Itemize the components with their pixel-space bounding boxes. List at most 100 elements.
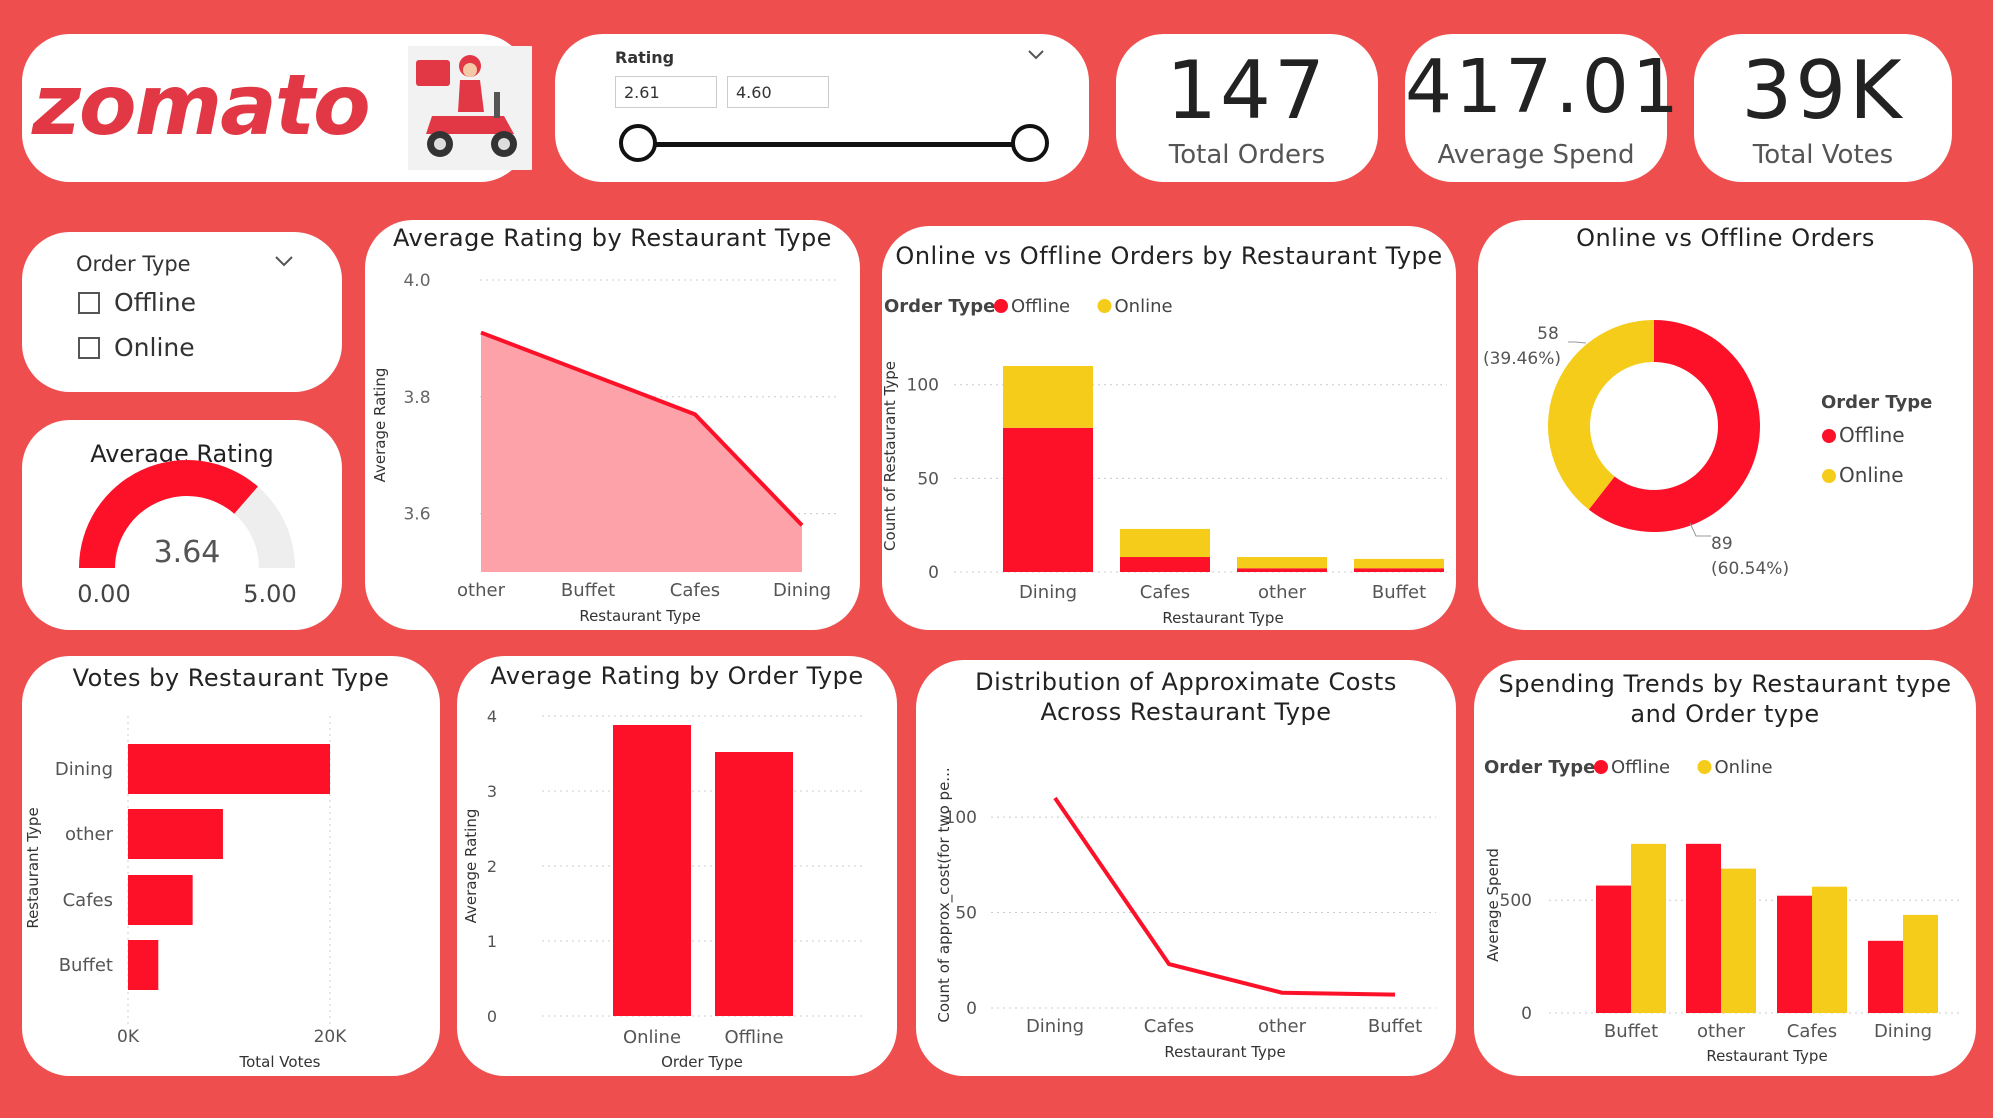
x-tick-label: Cafes bbox=[1140, 582, 1190, 603]
gauge-max-label: 5.00 bbox=[243, 580, 296, 608]
y-axis-title: Restaurant Type bbox=[24, 807, 42, 928]
rating-max-input[interactable]: 4.60 bbox=[727, 76, 829, 108]
y-tick-label: 50 bbox=[917, 469, 939, 489]
online-offline-by-type-card: Online vs Offline Orders by Restaurant T… bbox=[882, 226, 1456, 630]
bar-online bbox=[1354, 558, 1444, 569]
chart-title-line-1: Spending Trends by Restaurant type bbox=[1498, 670, 1952, 698]
legend-title: Order Type bbox=[1821, 392, 1932, 413]
average-rating-gauge-card: Average Rating 3.64 0.00 5.00 bbox=[22, 420, 342, 630]
online-offline-donut-card: Online vs Offline Orders 89 (60.54%) 58 (39… bbox=[1478, 220, 1973, 630]
votes-by-type-card: Votes by Restaurant Type Dining other Cafe… bbox=[22, 656, 440, 1076]
chart-title: Online vs Offline Orders by Restaurant T… bbox=[895, 242, 1443, 270]
kpi-total-votes: 39K Total Votes bbox=[1694, 34, 1952, 182]
y-tick-label: 4 bbox=[487, 707, 497, 726]
votes-by-type-chart: Dining other Cafes Buffet 0K 20K Total Votes Re… bbox=[24, 716, 347, 1071]
logo-card: zomato bbox=[22, 34, 532, 182]
legend-marker-offline bbox=[1594, 760, 1608, 774]
x-tick-label: 0K bbox=[117, 1027, 140, 1047]
x-axis-title: Restaurant Type bbox=[1706, 1047, 1827, 1065]
y-axis-title: Count of Restaurant Type bbox=[882, 361, 899, 551]
legend-marker-online bbox=[1822, 469, 1836, 483]
rating-slicer: Rating 2.61 4.60 bbox=[555, 34, 1089, 182]
bar-dining bbox=[128, 744, 330, 794]
delivery-scooter-icon bbox=[408, 46, 532, 170]
rating-slider-min-handle[interactable] bbox=[619, 124, 657, 162]
avg-rating-by-type-chart: 4.0 3.8 3.6 other Buffet Cafes Dining Restauran… bbox=[371, 271, 840, 625]
kpi-average-spend: 417.01 Average Spend bbox=[1405, 34, 1679, 182]
bar-online bbox=[1003, 366, 1093, 428]
x-tick-label: Dining bbox=[1019, 582, 1077, 603]
y-tick-label: 3.6 bbox=[403, 505, 430, 525]
x-tick-label: Dining bbox=[1026, 1016, 1084, 1037]
y-tick-label: 3 bbox=[487, 782, 497, 801]
data-label-online-percent: (39.46%) bbox=[1483, 349, 1561, 369]
bar-online bbox=[1721, 868, 1756, 1013]
bar-online bbox=[1903, 914, 1938, 1013]
bar-offline bbox=[1120, 557, 1210, 572]
chevron-down-icon[interactable] bbox=[274, 254, 294, 268]
offline-option-label: Offline bbox=[114, 288, 197, 317]
y-tick-label: 100 bbox=[945, 808, 977, 828]
x-axis-title: Order Type bbox=[661, 1053, 743, 1071]
legend-marker-offline bbox=[994, 299, 1008, 313]
online-offline-by-type-chart: Order Type Offline Online 0 50 100 Dining Cafes… bbox=[882, 296, 1447, 627]
y-tick-label: 0 bbox=[487, 1007, 497, 1026]
y-axis-title: Average Spend bbox=[1484, 848, 1502, 962]
legend-title: Order Type bbox=[1484, 757, 1595, 778]
legend-label-offline: Offline bbox=[1011, 296, 1070, 317]
legend-marker-online bbox=[1697, 760, 1712, 774]
gauge-value: 3.64 bbox=[154, 535, 221, 570]
chart-title: Online vs Offline Orders bbox=[1576, 224, 1875, 252]
x-tick-label: other bbox=[1258, 1016, 1307, 1037]
x-tick-label: Offline bbox=[724, 1027, 783, 1048]
y-tick-label: 3.8 bbox=[403, 388, 430, 408]
y-tick-label: 50 bbox=[955, 904, 977, 924]
x-tick-label: Cafes bbox=[670, 580, 720, 601]
chart-title-line-2: and Order type bbox=[1630, 700, 1820, 728]
rating-slicer-label: Rating bbox=[615, 48, 675, 67]
y-tick-label: 4.0 bbox=[403, 271, 430, 291]
chart-title-line-2: Across Restaurant Type bbox=[1040, 698, 1332, 726]
total-orders-label: Total Orders bbox=[1168, 140, 1326, 170]
rating-slider-track[interactable] bbox=[640, 142, 1030, 147]
y-tick-label: 0 bbox=[966, 999, 977, 1019]
avg-rating-by-order-card: Average Rating by Order Type 0 1 2 3 4 Online… bbox=[457, 656, 897, 1076]
bar-online bbox=[1237, 557, 1327, 569]
bar-offline bbox=[715, 752, 793, 1016]
x-tick-label: other bbox=[1697, 1021, 1746, 1042]
y-tick-label: Buffet bbox=[59, 955, 113, 976]
y-tick-label: 1 bbox=[487, 932, 497, 951]
series-line bbox=[480, 330, 804, 527]
chevron-down-icon[interactable] bbox=[1027, 48, 1045, 62]
online-option-label: Online bbox=[114, 333, 195, 362]
average-rating-gauge: 3.64 0.00 5.00 bbox=[77, 460, 297, 608]
y-tick-label: Dining bbox=[55, 759, 113, 780]
avg-rating-by-type-card: Average Rating by Restaurant Type 4.0 3.8… bbox=[365, 220, 860, 630]
rating-slider-max-handle[interactable] bbox=[1011, 124, 1049, 162]
x-axis-title: Restaurant Type bbox=[1162, 609, 1283, 627]
bar-online bbox=[1812, 886, 1847, 1013]
x-tick-label: Buffet bbox=[1604, 1021, 1658, 1042]
average-spend-label: Average Spend bbox=[1437, 140, 1635, 170]
bar-offline bbox=[1868, 940, 1903, 1013]
total-orders-value: 147 bbox=[1166, 44, 1328, 137]
bar-buffet bbox=[128, 940, 159, 990]
area-fill bbox=[481, 332, 802, 572]
x-axis-title: Total Votes bbox=[239, 1053, 321, 1071]
x-tick-label: Cafes bbox=[1144, 1016, 1194, 1037]
bar-offline bbox=[1596, 885, 1631, 1013]
leader-line bbox=[1689, 522, 1711, 537]
y-tick-label: 2 bbox=[487, 857, 497, 876]
online-checkbox[interactable] bbox=[78, 337, 100, 359]
zomato-logo: zomato bbox=[32, 56, 371, 154]
y-tick-label: 100 bbox=[907, 376, 939, 396]
bar-offline bbox=[1777, 895, 1812, 1013]
legend-label-online: Online bbox=[1839, 463, 1904, 487]
x-tick-label: Cafes bbox=[1787, 1021, 1837, 1042]
offline-checkbox[interactable] bbox=[78, 292, 100, 314]
bar-other bbox=[128, 809, 223, 859]
gauge-value-arc bbox=[79, 460, 258, 568]
spending-trends-chart: Order Type Offline Online 0 500 Buffet other Ca… bbox=[1484, 757, 1962, 1065]
legend-marker-online bbox=[1097, 299, 1112, 313]
rating-min-input[interactable]: 2.61 bbox=[615, 76, 717, 108]
